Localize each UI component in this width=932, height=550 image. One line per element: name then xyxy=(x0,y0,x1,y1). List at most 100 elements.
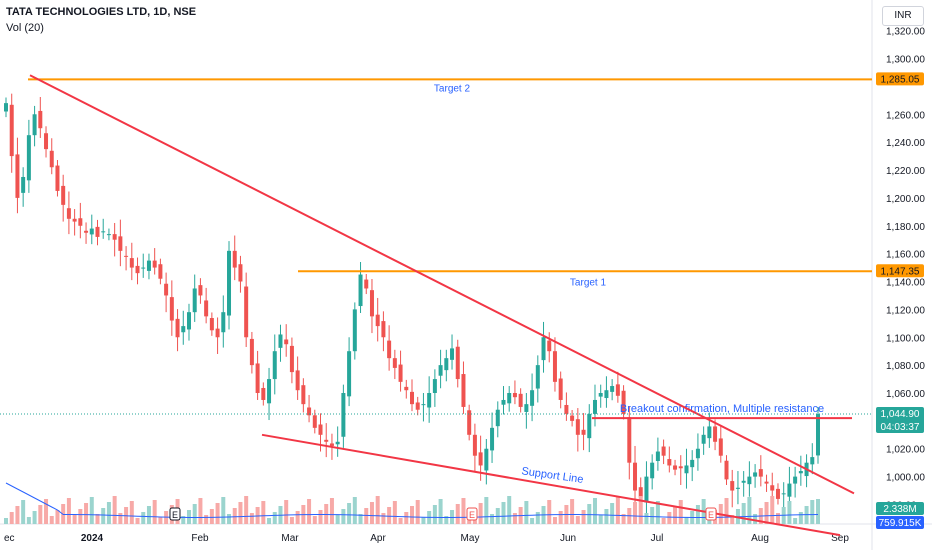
volume-label: 759.915K xyxy=(879,518,922,529)
y-tick-label: 1,300.00 xyxy=(886,55,925,66)
volume-bar xyxy=(667,512,672,524)
earnings-marker-label: E xyxy=(708,510,714,520)
volume-bar xyxy=(261,501,266,524)
volume-bar xyxy=(146,506,151,524)
x-tick-label: Jun xyxy=(560,533,576,544)
candle-body xyxy=(129,258,134,268)
candle-body xyxy=(507,393,512,404)
x-tick-label: May xyxy=(461,533,480,544)
y-tick-label: 1,320.00 xyxy=(886,27,925,38)
volume-bar xyxy=(181,516,186,524)
candle-body xyxy=(764,481,769,484)
candle-body xyxy=(101,231,106,233)
candle-body xyxy=(341,393,346,437)
volume-bar xyxy=(558,511,563,524)
candle-body xyxy=(644,476,649,503)
candle-body xyxy=(295,370,300,391)
candle-body xyxy=(695,448,700,459)
candle-body xyxy=(484,448,489,471)
volume-bar xyxy=(775,513,780,524)
volume-bar xyxy=(227,514,232,524)
volume-bar xyxy=(352,497,357,524)
volume-bar xyxy=(364,508,369,524)
x-tick-label: Apr xyxy=(370,533,386,544)
candle-body xyxy=(387,340,392,359)
volume-bar xyxy=(552,517,557,524)
currency-button[interactable]: INR xyxy=(882,6,924,26)
target-1-label: Target 1 xyxy=(570,277,607,288)
volume-bar xyxy=(249,513,254,524)
candle-body xyxy=(707,426,712,439)
y-tick-label: 1,140.00 xyxy=(886,278,925,289)
volume-bar xyxy=(661,518,666,524)
candle-body xyxy=(415,402,420,410)
candle-body xyxy=(701,434,706,444)
volume-bar xyxy=(238,502,243,524)
y-tick-label: 1,200.00 xyxy=(886,194,925,205)
volume-bar xyxy=(112,496,117,524)
volume-bar xyxy=(444,516,449,524)
candle-body xyxy=(106,234,111,236)
volume-bar xyxy=(501,502,506,524)
y-tick-label: 1,180.00 xyxy=(886,222,925,233)
candle-body xyxy=(15,154,20,198)
y-tick-label: 1,240.00 xyxy=(886,138,925,149)
volume-bar xyxy=(232,508,237,524)
candle-body xyxy=(141,267,146,269)
volume-bar xyxy=(284,500,289,524)
candle-body xyxy=(369,290,374,317)
volume-bar xyxy=(524,501,529,524)
volume-bar xyxy=(49,516,54,524)
volume-bar xyxy=(381,513,386,524)
volume-bar xyxy=(329,498,334,524)
candle-body xyxy=(455,346,460,380)
candle-body xyxy=(461,374,466,407)
x-tick-label: ec xyxy=(4,533,15,544)
volume-bar xyxy=(816,499,820,524)
volume-bar xyxy=(415,500,420,524)
price-label: 1,044.90 xyxy=(881,409,920,420)
y-tick-label: 1,000.00 xyxy=(886,473,925,484)
volume-bar xyxy=(307,499,312,524)
earnings-marker xyxy=(466,507,478,521)
candle-body xyxy=(44,133,49,150)
candle-body xyxy=(9,104,14,157)
volume-bar xyxy=(421,517,426,524)
candle-body xyxy=(552,351,557,382)
candle-body xyxy=(89,228,94,235)
volume-bar xyxy=(655,501,660,524)
volume-bar xyxy=(135,518,140,524)
candle-body xyxy=(444,358,449,371)
candle-body xyxy=(627,417,632,463)
volume-bar xyxy=(341,509,346,524)
volume-bar xyxy=(610,503,615,524)
candle-body xyxy=(364,279,369,289)
candle-body xyxy=(198,285,203,296)
candle-body xyxy=(152,260,157,268)
candle-body xyxy=(781,493,786,495)
volume-bar xyxy=(535,512,540,524)
x-tick-label: Aug xyxy=(751,533,769,544)
candle-body xyxy=(232,250,237,268)
volume-bar xyxy=(72,515,77,524)
candle-body xyxy=(255,363,260,393)
candle-body xyxy=(392,358,397,368)
candle-body xyxy=(570,415,575,421)
candle-body xyxy=(661,446,666,456)
volume-bar xyxy=(387,507,392,524)
price-label-box xyxy=(876,264,924,278)
x-tick-label: Feb xyxy=(191,533,209,544)
candle-body xyxy=(638,487,643,498)
price-label-box xyxy=(876,72,924,86)
candle-body xyxy=(186,312,191,330)
candle-body xyxy=(181,326,186,333)
volume-label-box xyxy=(876,502,924,515)
volume-bar xyxy=(335,515,340,524)
candle-body xyxy=(324,439,329,442)
y-tick-label: 1,160.00 xyxy=(886,250,925,261)
candle-body xyxy=(221,312,226,333)
volume-bar xyxy=(490,514,495,524)
volume-bar xyxy=(547,500,552,524)
volume-bar xyxy=(66,498,71,524)
